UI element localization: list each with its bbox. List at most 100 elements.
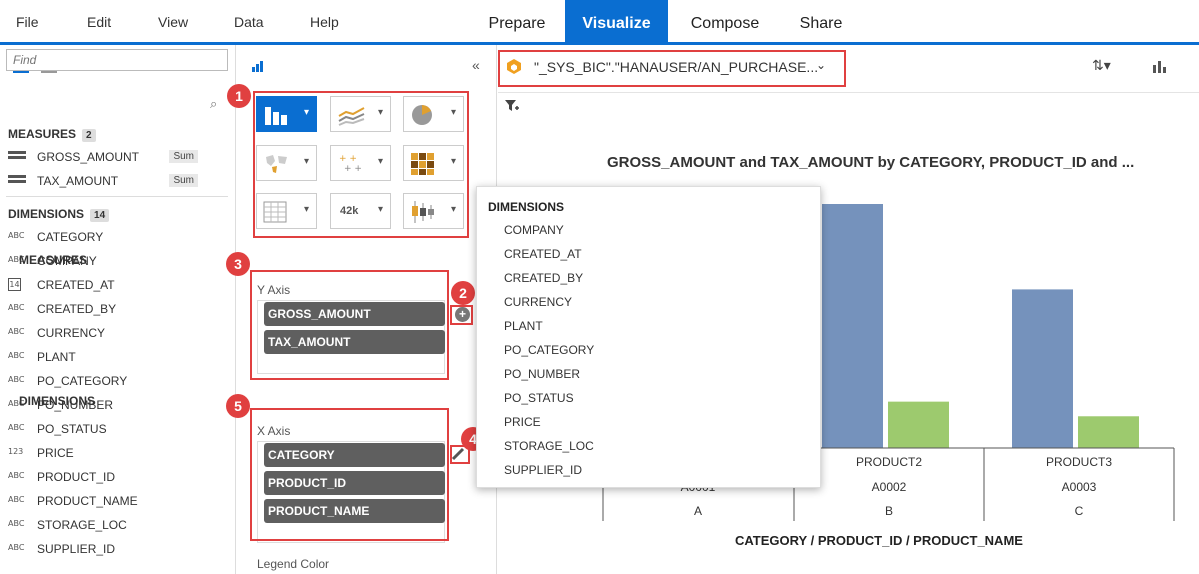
dimension-name: PLANT (37, 350, 76, 364)
text-type-icon: ABC (8, 351, 25, 360)
tab-visualize[interactable]: Visualize (565, 0, 668, 42)
table-picker[interactable]: ▾ (256, 193, 317, 229)
callout-box-dimensions (250, 408, 449, 541)
text-type-icon: ABC (8, 543, 25, 552)
tab-prepare[interactable]: Prepare (488, 15, 546, 32)
bar-series-0-b[interactable] (822, 204, 883, 448)
dropdown-item[interactable]: PRICE (504, 415, 541, 429)
divider (6, 196, 228, 197)
x-tick-product-name: PRODUCT2 (855, 455, 922, 469)
callout-3: 3 (226, 252, 250, 276)
menu-edit[interactable]: Edit (87, 14, 112, 30)
heatmap-picker[interactable]: ▾ (403, 145, 464, 181)
svg-text:+ + +: + + + (344, 164, 365, 174)
collapse-mid-icon[interactable]: « (472, 57, 480, 73)
menu-file[interactable]: File (16, 14, 39, 30)
text-type-icon: ABC (8, 399, 25, 408)
dimension-item[interactable]: ABC PO_CATEGORY (8, 372, 224, 394)
measures-section-title: MEASURES 2 (8, 127, 96, 142)
measure-item[interactable]: GROSS_AMOUNT Sum (8, 148, 224, 170)
dropdown-item[interactable]: COMPANY (504, 223, 564, 237)
scatter-chart-picker[interactable]: + + + + + ▾ (330, 145, 391, 181)
dropdown-item[interactable]: CURRENCY (504, 295, 573, 309)
heatmap-icon (411, 153, 434, 175)
chevron-down-icon: ▾ (303, 156, 309, 167)
numeric-type-icon: 123 (8, 447, 24, 456)
text-type-icon: ABC (8, 231, 25, 240)
dimension-item[interactable]: 123 PRICE (8, 444, 224, 466)
dropdown-item[interactable]: PO_STATUS (504, 391, 574, 405)
dimension-item[interactable]: ABC PO_STATUS (8, 420, 224, 442)
dimension-item[interactable]: ABC PRODUCT_NAME (8, 492, 224, 514)
box-plot-picker[interactable]: ▾ (403, 193, 464, 229)
measure-name: TAX_AMOUNT (37, 174, 119, 188)
text-type-icon: ABC (8, 327, 25, 336)
dropdown-item[interactable]: PLANT (504, 319, 543, 333)
bar-chart-picker[interactable]: ▾ (256, 96, 317, 132)
dimension-item[interactable]: ABC CURRENCY (8, 324, 224, 346)
dropdown-item[interactable]: SUPPLIER_ID (504, 463, 583, 477)
chevron-down-icon[interactable]: ⌄ (816, 58, 827, 72)
dimension-item[interactable]: ABC CREATED_BY (8, 300, 224, 322)
pie-chart-picker[interactable]: ▾ (403, 96, 464, 132)
tab-compose[interactable]: Compose (690, 15, 760, 32)
x-axis-item-category[interactable]: CATEGORY (264, 443, 445, 467)
y-axis-item-tax-amount[interactable]: TAX_AMOUNT (264, 330, 445, 354)
text-type-icon: ABC (8, 423, 25, 432)
dimension-item[interactable]: ABC PO_NUMBER (8, 396, 224, 418)
bar-series-1-b[interactable] (888, 401, 949, 448)
sort-icon[interactable]: ⇅▾ (1092, 58, 1111, 74)
aggregation-badge[interactable]: Sum (169, 174, 198, 187)
tab-share[interactable]: Share (799, 15, 843, 32)
dimension-name: CURRENCY (37, 326, 106, 340)
box-plot-icon (412, 201, 434, 223)
measure-item[interactable]: TAX_AMOUNT Sum (8, 172, 224, 194)
dimensions-title: DIMENSIONS (8, 207, 85, 221)
menu-view[interactable]: View (158, 14, 189, 30)
x-axis-item-product-id[interactable]: PRODUCT_ID (264, 471, 445, 495)
dimension-item[interactable]: ABC COMPANY (8, 252, 224, 274)
data-panel (0, 45, 236, 574)
search-icon[interactable]: ⌕ (210, 96, 218, 111)
dimension-item[interactable]: 14 CREATED_AT (8, 276, 224, 298)
dimensions-heading: DIMENSIONS (19, 394, 96, 408)
calendar-icon: 14 (8, 278, 21, 291)
dimension-item[interactable]: ABC CATEGORY (8, 228, 224, 250)
cube-icon (507, 59, 521, 74)
y-axis-item-gross-amount[interactable]: GROSS_AMOUNT (264, 302, 445, 326)
numeric-point-picker[interactable]: 42k ▾ (330, 193, 391, 229)
line-chart-icon (338, 107, 365, 126)
dropdown-item[interactable]: STORAGE_LOC (504, 439, 594, 453)
dropdown-item[interactable]: CREATED_BY (504, 271, 584, 285)
top-bar: File Edit View Data Help Prepare Visuali… (0, 0, 1199, 45)
bar-series-0-c[interactable] (1012, 289, 1073, 448)
measure-icon (8, 151, 30, 161)
dimension-name: CATEGORY (37, 230, 104, 244)
measure-name: GROSS_AMOUNT (37, 150, 140, 164)
chevron-down-icon: ▾ (303, 107, 309, 118)
chevron-down-icon: ▾ (450, 107, 456, 118)
chart-settings-icon[interactable] (1152, 59, 1168, 74)
add-measure-icon[interactable]: + (455, 307, 470, 322)
search-input[interactable] (6, 49, 228, 71)
text-type-icon: ABC (8, 471, 25, 480)
aggregation-badge[interactable]: Sum (169, 150, 198, 163)
dimension-item[interactable]: ABC PLANT (8, 348, 224, 370)
menu-data[interactable]: Data (234, 14, 264, 30)
dimension-name: CREATED_BY (37, 302, 117, 316)
data-source-selector[interactable] (498, 50, 846, 87)
dimension-item[interactable]: ABC STORAGE_LOC (8, 516, 224, 538)
bar-series-1-c[interactable] (1078, 416, 1139, 448)
dimension-item[interactable]: ABC SUPPLIER_ID (8, 540, 224, 562)
x-axis-item-product-name[interactable]: PRODUCT_NAME (264, 499, 445, 523)
add-dimension-icon[interactable] (451, 447, 465, 461)
dropdown-item[interactable]: CREATED_AT (504, 247, 582, 261)
line-chart-picker[interactable]: ▾ (330, 96, 391, 132)
svg-text:+ +: + + (339, 154, 357, 164)
dropdown-item[interactable]: PO_CATEGORY (504, 343, 595, 357)
geo-map-picker[interactable]: ▾ (256, 145, 317, 181)
dropdown-item[interactable]: PO_NUMBER (504, 367, 581, 381)
dimension-item[interactable]: ABC PRODUCT_ID (8, 468, 224, 490)
add-filter-icon[interactable] (504, 98, 520, 114)
menu-help[interactable]: Help (310, 14, 339, 30)
